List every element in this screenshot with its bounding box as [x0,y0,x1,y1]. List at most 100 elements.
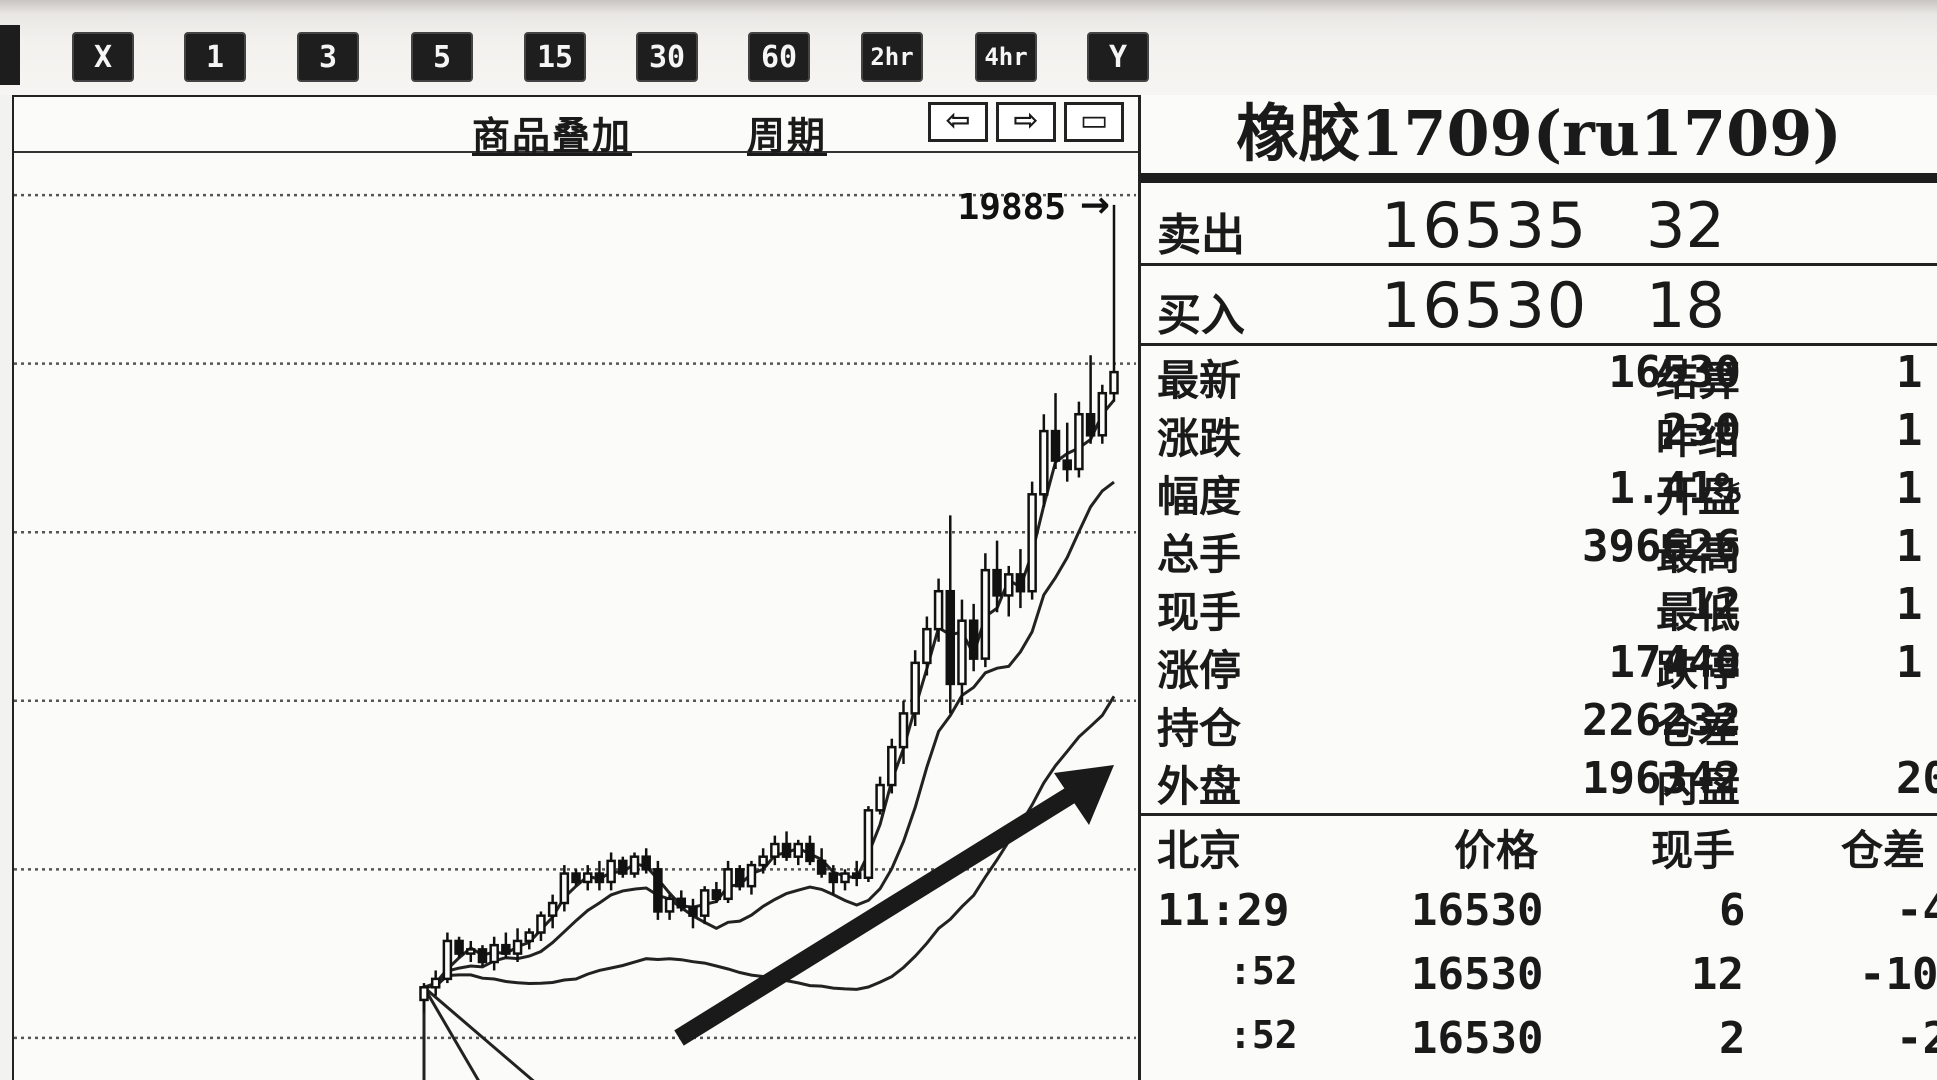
stat-label-right: 内盘 [1656,762,1741,811]
candle-body [1003,573,1014,597]
candle-body [840,872,850,884]
candle-body [466,948,476,955]
stat-label: 涨跌 [1157,414,1242,463]
candle-body [945,589,956,686]
overlay-commodity-link[interactable]: 商品叠加 [472,114,633,158]
period-toolbar: X 1 3 5 15 30 60 2hr 4hr Y [0,0,1937,95]
candle-body [922,627,932,665]
candle-body [582,872,593,884]
period-button-4hr[interactable]: 4hr [975,32,1037,82]
candle-body [559,872,570,905]
stat-row: 涨跌 230 昨结 1 [1141,405,1937,463]
tick-time: :52 [1229,949,1298,993]
candle-body [699,889,710,917]
period-link[interactable]: 周期 [747,114,828,158]
candle-body [1074,412,1084,471]
period-button-y[interactable]: Y [1087,32,1149,82]
stat-value-right: 1 [1896,347,1923,398]
layout-toggle-button[interactable]: ▭ [1064,102,1124,142]
candle-body [1015,573,1026,593]
stat-value-right: 1 [1896,521,1923,572]
candle-body [606,859,616,884]
candle-body [746,863,757,888]
trend-arrow-layer [674,765,1114,1046]
tick-volume: 2 [1719,1013,1746,1064]
candle-body [723,868,733,901]
candle-body [419,986,429,1002]
bid-row: 买入 16530 18 [1141,267,1937,345]
period-button-5[interactable]: 5 [411,32,473,82]
candle-body [676,897,687,909]
candle-body [851,872,862,879]
stat-value: 196342 [1582,753,1741,804]
candle-body [816,859,827,875]
stat-label: 持仓 [1157,704,1242,753]
tick-header-time: 北京 [1157,826,1242,875]
title-divider [1141,173,1937,183]
annotation-layer: 19885 → [958,185,1110,228]
bid-price: 16530 [1381,269,1589,342]
stat-row: 涨停 17440 跌停 1 [1141,637,1937,695]
stat-label-right: 昨结 [1656,414,1741,463]
bid-stats-divider [1141,343,1937,346]
candle-body [512,939,523,955]
stat-label: 幅度 [1157,472,1242,521]
ask-volume: 32 [1646,189,1725,262]
candle-body [828,872,839,884]
stat-value: 12 [1688,579,1741,630]
candle-body [711,889,722,901]
scroll-right-button[interactable]: ⇨ [996,102,1056,142]
tick-oi-change: -10 [1859,949,1937,1000]
grid-layer [14,193,1136,1040]
candle-body [968,619,979,660]
quote-panel: 橡胶1709(ru1709) 卖出 16535 32 买入 16530 18 最… [1138,95,1937,1080]
candle-body [1062,459,1072,471]
tick-header-volume: 现手 [1651,826,1736,875]
stat-value-right: 1 [1896,579,1923,630]
period-button-30[interactable]: 30 [636,32,698,82]
stat-value: 17440 [1608,637,1741,688]
period-button-3[interactable]: 3 [297,32,359,82]
stat-row: 总手 396626 最高 1 [1141,521,1937,579]
candle-body [1097,391,1108,437]
candle-body [781,842,792,858]
period-button-60[interactable]: 60 [748,32,810,82]
candle-body [793,842,803,858]
stat-value-right: 20 [1896,753,1937,804]
period-button-x[interactable]: X [72,32,134,82]
candle-body [629,855,640,875]
candle-body [688,905,698,917]
high-annotation-arrow: → [1080,185,1110,226]
moving-average-line [420,695,1116,1080]
candle-body [770,842,780,858]
tick-price: 16530 [1411,949,1544,1000]
stat-label-right: 结算 [1656,356,1741,405]
candle-body [618,859,628,875]
candle-body [524,931,535,943]
tick-time: 11:29 [1157,885,1290,936]
tick-oi-change: -2 [1896,1013,1937,1064]
stat-row: 幅度 1.41% 开盘 1 [1141,463,1937,521]
candlestick-chart: 19885 → [14,185,1136,1080]
stat-row: 最新 16530 结算 1 [1141,347,1937,405]
stat-label-right: 最高 [1656,530,1741,579]
candle-body [863,809,874,879]
candle-body [442,939,453,981]
period-button-2hr[interactable]: 2hr [861,32,923,82]
high-annotation-label: 19885 [958,187,1066,228]
candle-body [653,868,663,913]
stat-value: 16530 [1608,347,1741,398]
candle-body [1109,370,1119,395]
tick-volume: 12 [1691,949,1744,1000]
stat-label-right: 跌停 [1656,646,1741,695]
tick-header-oi-change: 仓差 [1841,826,1926,875]
candle-body [1027,493,1037,593]
ask-price: 16535 [1381,189,1589,262]
candle-body [430,977,441,989]
period-button-15[interactable]: 15 [524,32,586,82]
trend-arrow-shaft [674,785,1079,1046]
stat-label: 现手 [1157,588,1242,637]
stat-value-right: 1 [1896,463,1923,514]
scroll-left-button[interactable]: ⇦ [928,102,988,142]
period-button-1[interactable]: 1 [184,32,246,82]
